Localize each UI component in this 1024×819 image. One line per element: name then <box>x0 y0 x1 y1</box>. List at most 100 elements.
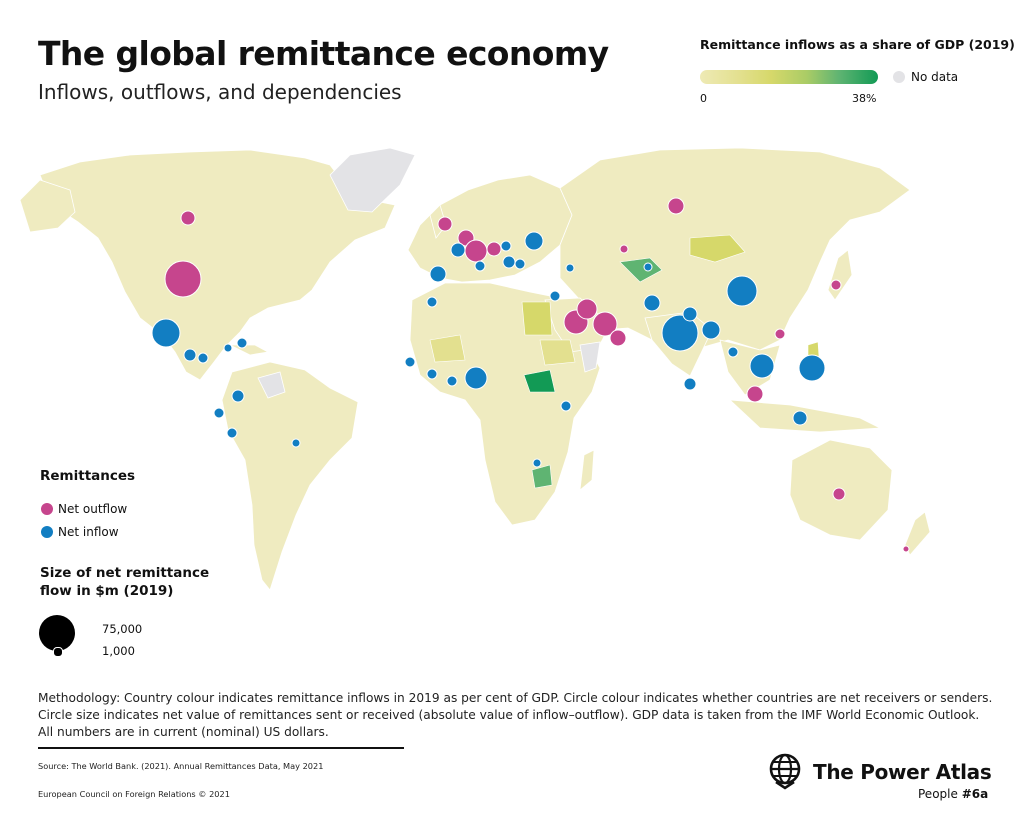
net-inflow-circle-31 <box>683 377 697 391</box>
mongolia-mid-share <box>689 234 746 263</box>
south-sudan-high-share <box>523 369 556 393</box>
japan-landmass <box>827 249 853 301</box>
colour-scale-max-label: 38% <box>852 92 877 105</box>
gdp-share-colour-scale <box>700 70 878 84</box>
net-inflow-circle-5 <box>223 343 233 353</box>
brand-name: The Power Atlas <box>813 760 992 784</box>
size-legend-small-circle <box>53 647 63 657</box>
south-america-landmass <box>221 361 359 591</box>
net-inflow-circle-21 <box>404 356 416 368</box>
no-data-areas <box>257 147 601 399</box>
net-inflow-circle-32 <box>643 262 653 272</box>
net-outflow-circle-8 <box>576 298 598 320</box>
net-outflow-circle-12 <box>746 385 764 403</box>
net-outflow-circle-5 <box>464 239 488 263</box>
net-outflow-circle-2 <box>180 210 196 226</box>
net-inflow-circle-6 <box>236 337 248 349</box>
map-title: The global remittance economy <box>38 34 609 73</box>
net-inflow-circle-2 <box>183 348 197 362</box>
source-divider <box>38 747 404 749</box>
net-inflow-circle-11 <box>426 296 438 308</box>
net-inflow-circle-9 <box>291 438 301 448</box>
net-inflow-circle-24 <box>682 306 698 322</box>
net-inflow-circle-12 <box>450 242 466 258</box>
globe-logo-icon <box>769 753 801 790</box>
egypt-mid-share <box>521 301 553 336</box>
series-number: #6a <box>961 787 989 801</box>
net-outflow-circle-13 <box>832 487 846 501</box>
net-inflow-circle-7 <box>213 407 225 419</box>
net-outflow-swatch <box>41 503 53 515</box>
net-outflow-circle-9 <box>592 311 618 337</box>
zimbabwe-high-share <box>531 464 553 489</box>
net-outflow-circle-14 <box>830 279 842 291</box>
net-inflow-circle-15 <box>500 240 512 252</box>
mali-mid-share <box>429 334 466 363</box>
net-inflow-circle-29 <box>798 354 826 382</box>
net-inflow-circle-16 <box>502 255 516 269</box>
net-inflow-swatch <box>41 526 53 538</box>
net-outflow-circle-10 <box>609 329 627 347</box>
size-legend-large-circle <box>39 615 75 651</box>
net-inflow-circle-19 <box>446 375 458 387</box>
net-inflow-circle-22 <box>643 294 661 312</box>
no-data-label: No data <box>911 70 959 84</box>
methodology-note: Methodology: Country colour indicates re… <box>38 691 993 739</box>
madagascar-landmass <box>579 449 595 491</box>
net-outflow-circle-15 <box>774 328 786 340</box>
colour-scale-min-label: 0 <box>700 92 707 105</box>
net-inflow-circle-26 <box>726 275 758 307</box>
net-inflow-circle-14 <box>524 231 544 251</box>
net-inflow-label: Net inflow <box>58 525 119 539</box>
net-inflow-circle-27 <box>749 353 775 379</box>
net-inflow-circle-13 <box>474 260 486 272</box>
net-outflow-circle-3 <box>437 216 453 232</box>
net-inflow-circle-10 <box>429 265 447 283</box>
source-note: Source: The World Bank. (2021). Annual R… <box>38 761 324 771</box>
net-inflow-circle-8 <box>226 427 238 439</box>
outflow-circles <box>164 197 910 553</box>
net-inflow-circle-17 <box>514 258 526 270</box>
size-legend-large-value: 75,000 <box>102 622 143 636</box>
net-outflow-circle-11 <box>667 197 685 215</box>
net-inflow-circle-23 <box>661 314 699 352</box>
world-map <box>19 147 931 591</box>
net-inflow-circle-28 <box>727 346 739 358</box>
net-inflow-circle-25 <box>701 320 721 340</box>
alaska-landmass <box>19 179 76 233</box>
net-inflow-circle-33 <box>565 263 575 273</box>
greenland-no-data <box>329 147 416 213</box>
somalia-no-data <box>579 341 601 373</box>
map-subtitle: Inflows, outflows, and dependencies <box>38 80 402 104</box>
series-label: People #6a <box>918 787 988 801</box>
net-inflow-circle-35 <box>549 290 561 302</box>
size-legend-heading: Size of net remittance flow in $m (2019) <box>40 565 210 599</box>
inflow-circles <box>151 231 826 468</box>
net-inflow-circle-1 <box>151 318 181 348</box>
net-outflow-circle-1 <box>164 260 202 298</box>
net-inflow-circle-4 <box>231 389 245 403</box>
net-inflow-circle-18 <box>464 366 488 390</box>
size-legend-small-value: 1,000 <box>102 644 135 658</box>
net-outflow-label: Net outflow <box>58 502 128 516</box>
north-america-landmass <box>39 149 396 381</box>
no-data-swatch <box>893 71 905 83</box>
net-inflow-circle-30 <box>792 410 808 426</box>
copyright-note: European Council on Foreign Relations © … <box>38 789 230 799</box>
remittances-legend-heading: Remittances <box>40 468 136 484</box>
net-outflow-circle-17 <box>902 545 910 553</box>
net-inflow-circle-34 <box>560 400 572 412</box>
central-asia-high-share <box>619 257 663 283</box>
sudan-mid-share <box>539 339 576 366</box>
series-prefix: People <box>918 787 962 801</box>
new-zealand-landmass <box>904 511 931 556</box>
net-inflow-circle-36 <box>532 458 542 468</box>
net-outflow-circle-6 <box>486 241 502 257</box>
net-outflow-circle-16 <box>619 244 629 254</box>
caribbean-landmass <box>229 344 270 356</box>
net-inflow-circle-3 <box>197 352 209 364</box>
venezuela-no-data <box>257 371 286 399</box>
net-inflow-circle-20 <box>426 368 438 380</box>
europe-landmass <box>407 174 573 283</box>
colour-legend-title: Remittance inflows as a share of GDP (20… <box>700 37 1015 52</box>
